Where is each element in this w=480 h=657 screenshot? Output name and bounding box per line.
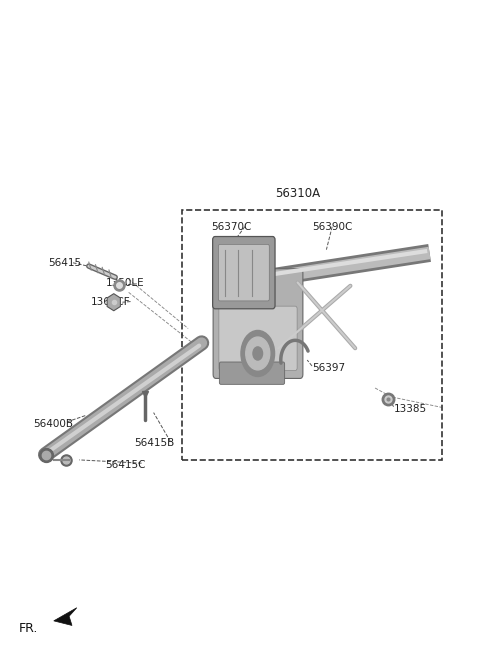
Text: 56370C: 56370C [211, 221, 252, 232]
Bar [182, 210, 442, 460]
Polygon shape [54, 608, 77, 625]
Polygon shape [107, 294, 120, 311]
Text: 56415B: 56415B [134, 438, 175, 449]
Text: 56415C: 56415C [106, 460, 146, 470]
Text: 1350LE: 1350LE [106, 277, 144, 288]
Text: 56415: 56415 [48, 258, 81, 268]
Text: FR.: FR. [19, 622, 38, 635]
Text: 13385: 13385 [394, 403, 427, 414]
Circle shape [246, 337, 270, 370]
FancyBboxPatch shape [219, 306, 297, 371]
Circle shape [253, 347, 263, 360]
Text: 56400B: 56400B [34, 419, 73, 429]
Circle shape [241, 330, 275, 376]
FancyBboxPatch shape [219, 362, 285, 384]
Text: 56310A: 56310A [275, 187, 320, 200]
Text: 1360CF: 1360CF [91, 297, 131, 307]
FancyBboxPatch shape [218, 244, 269, 301]
Text: 56390C: 56390C [312, 221, 352, 232]
FancyBboxPatch shape [213, 269, 303, 378]
FancyBboxPatch shape [213, 237, 275, 309]
Text: 56397: 56397 [312, 363, 345, 373]
